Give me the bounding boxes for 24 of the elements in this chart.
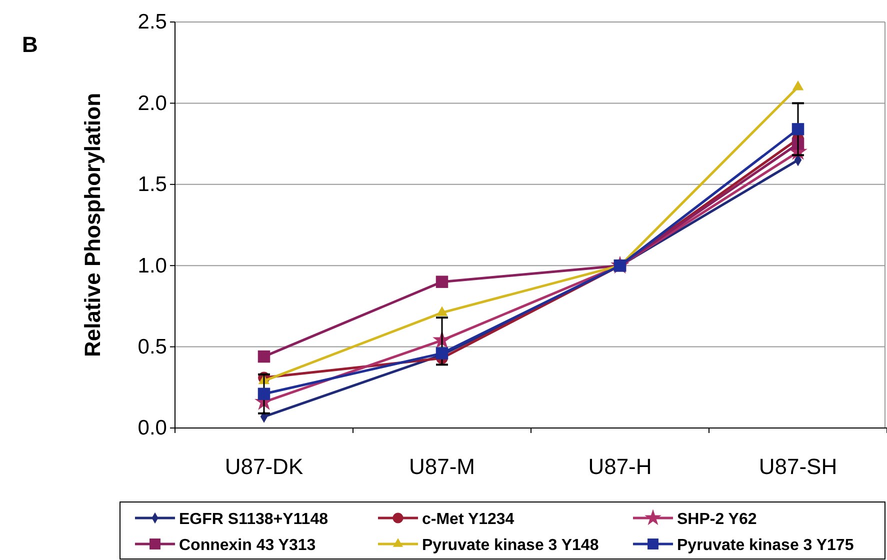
x-tick-label: U87-DK xyxy=(224,454,304,479)
x-tick-label: U87-SH xyxy=(758,454,838,479)
y-axis-title: Relative Phosphorylation xyxy=(80,92,105,358)
point xyxy=(436,347,448,360)
point xyxy=(258,388,270,400)
legend-label: EGFR S1138+Y1148 xyxy=(179,511,328,528)
x-tick-label: U87-H xyxy=(588,454,652,479)
text: B xyxy=(22,32,38,57)
legend-label: c-Met Y1234 xyxy=(422,511,514,528)
legend-label: Connexin 43 Y313 xyxy=(179,537,316,554)
x-tick-label: U87-M xyxy=(408,454,476,479)
legend-label: SHP-2 Y62 xyxy=(677,511,757,528)
legend-label: Pyruvate kinase 3 Y175 xyxy=(677,537,854,554)
legend-label: Pyruvate kinase 3 Y148 xyxy=(422,537,599,554)
y-tick-label: 1.5 xyxy=(138,173,167,196)
y-tick-label: 2.5 xyxy=(138,10,167,34)
y-tick-label: 0.5 xyxy=(138,336,167,359)
point xyxy=(436,306,448,316)
point xyxy=(258,350,270,363)
point xyxy=(792,123,804,136)
y-tick-label: 0.0 xyxy=(138,416,167,440)
y-tick-label: 2.0 xyxy=(138,92,167,115)
y-tick-label: 1.0 xyxy=(138,254,167,278)
point xyxy=(436,276,448,288)
